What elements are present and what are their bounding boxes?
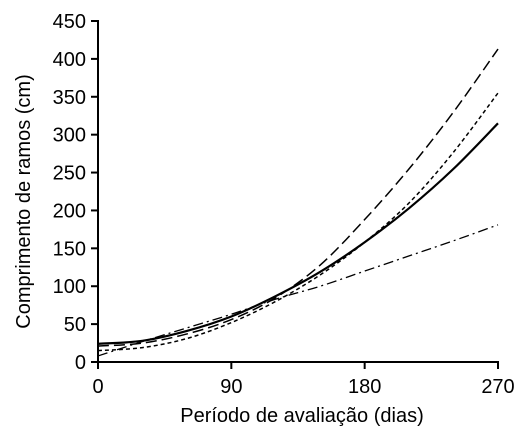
series-line-solid <box>97 122 499 345</box>
y-tick-label: 100 <box>53 276 86 298</box>
series-line-dash-dot <box>97 224 499 357</box>
series-line-dotted <box>97 92 499 352</box>
y-tick-label: 50 <box>64 314 86 336</box>
y-tick-label: 0 <box>75 352 86 374</box>
y-tick-label: 350 <box>53 87 86 109</box>
x-tick-label: 0 <box>92 376 103 398</box>
y-tick-label: 150 <box>53 238 86 260</box>
y-tick-label: 300 <box>53 125 86 147</box>
y-tick-label: 200 <box>53 200 86 222</box>
series-line-dashed <box>97 48 499 347</box>
y-axis-title: Comprimento de ramos (cm) <box>13 74 35 329</box>
y-tick-label: 400 <box>53 49 86 71</box>
y-tick-label: 250 <box>53 163 86 185</box>
x-tick-label: 90 <box>220 376 242 398</box>
x-tick-label: 180 <box>348 376 381 398</box>
y-tick-label: 450 <box>53 11 86 33</box>
x-tick-label: 270 <box>481 376 514 398</box>
y-axis-ticks: 0 50 100 150 200 250 300 350 400 450 <box>53 11 98 374</box>
x-axis-title: Período de avaliação (dias) <box>180 405 423 427</box>
x-axis-ticks: 0 90 180 270 <box>92 362 515 398</box>
series-layer <box>97 48 499 357</box>
